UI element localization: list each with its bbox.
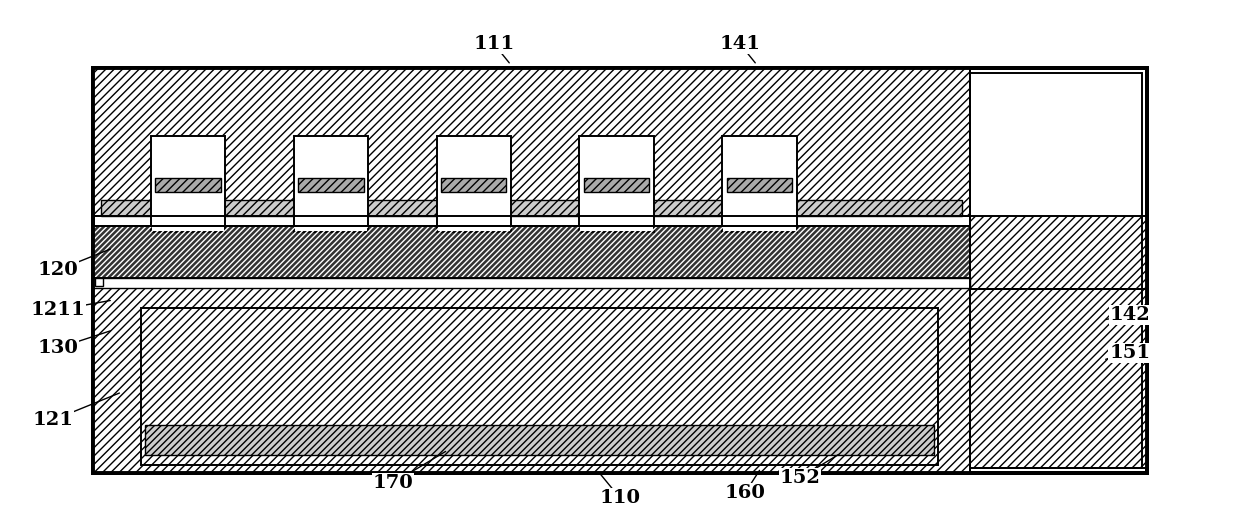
Bar xyxy=(93,68,1147,473)
Bar xyxy=(141,308,937,465)
Bar xyxy=(93,278,970,288)
Text: 120: 120 xyxy=(37,261,78,279)
Bar xyxy=(93,288,970,473)
Bar xyxy=(93,68,1147,473)
Bar xyxy=(93,226,970,278)
Text: 111: 111 xyxy=(474,35,515,53)
Bar xyxy=(723,136,796,232)
Text: 151: 151 xyxy=(1110,344,1151,362)
Bar xyxy=(970,289,1147,468)
Bar xyxy=(441,178,506,192)
Text: 152: 152 xyxy=(780,469,821,487)
Text: 160: 160 xyxy=(724,484,765,502)
Text: 141: 141 xyxy=(719,35,760,53)
Bar xyxy=(155,178,221,192)
Bar xyxy=(93,226,970,278)
Bar xyxy=(100,200,962,216)
Text: 142: 142 xyxy=(1110,306,1151,324)
Bar xyxy=(145,425,934,455)
Bar xyxy=(970,73,1142,468)
Text: 170: 170 xyxy=(373,474,413,492)
Bar xyxy=(93,68,970,216)
Bar xyxy=(584,178,650,192)
Text: 1211: 1211 xyxy=(31,301,86,319)
Bar xyxy=(436,136,511,232)
Bar xyxy=(294,136,368,232)
Text: 110: 110 xyxy=(599,489,641,507)
Bar xyxy=(299,178,363,192)
Bar xyxy=(95,278,103,286)
Bar xyxy=(93,226,970,278)
Text: 130: 130 xyxy=(37,339,78,357)
Bar xyxy=(151,136,226,232)
Bar xyxy=(970,216,1147,289)
Text: 121: 121 xyxy=(32,411,73,429)
Bar xyxy=(579,136,653,232)
Bar xyxy=(727,178,792,192)
